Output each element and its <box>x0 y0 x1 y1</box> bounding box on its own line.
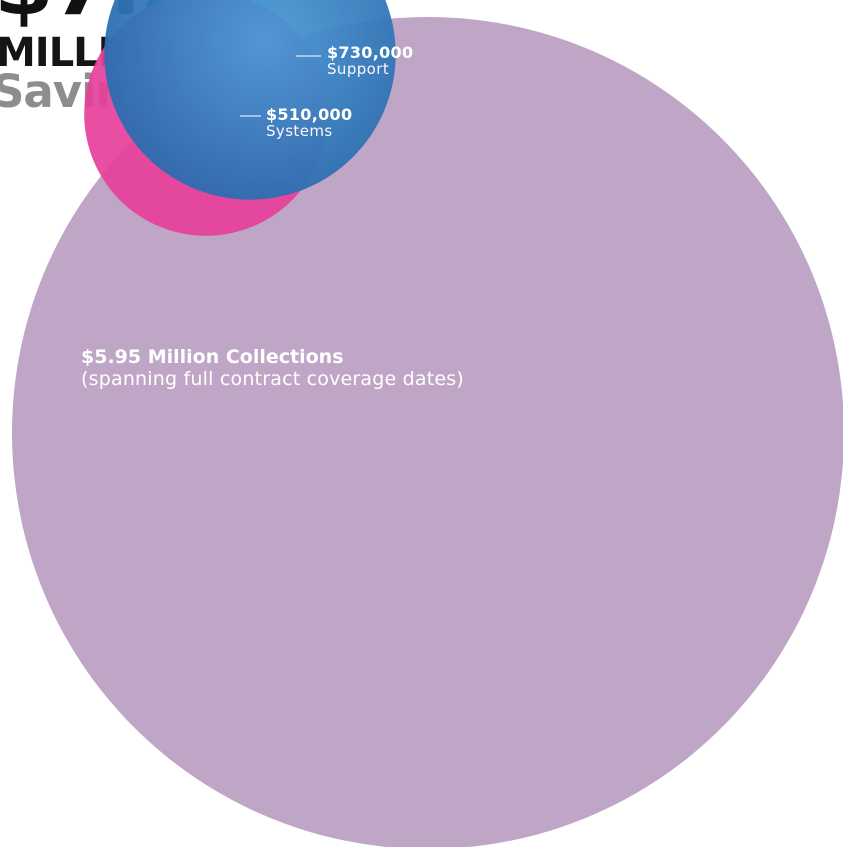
bubble-support <box>104 0 396 200</box>
support-category: Support <box>327 59 390 78</box>
collections-label: $5.95 Million Collections (spanning full… <box>81 346 464 390</box>
support-label: $730,000 Support <box>327 43 414 78</box>
collections-note: (spanning full contract coverage dates) <box>81 367 465 390</box>
systems-value: $510,000 <box>266 105 353 124</box>
collections-value: $5.95 Million Collections <box>81 346 344 368</box>
systems-category: Systems <box>266 121 333 140</box>
systems-label: $510,000 Systems <box>266 105 353 140</box>
support-value: $730,000 <box>327 43 414 62</box>
